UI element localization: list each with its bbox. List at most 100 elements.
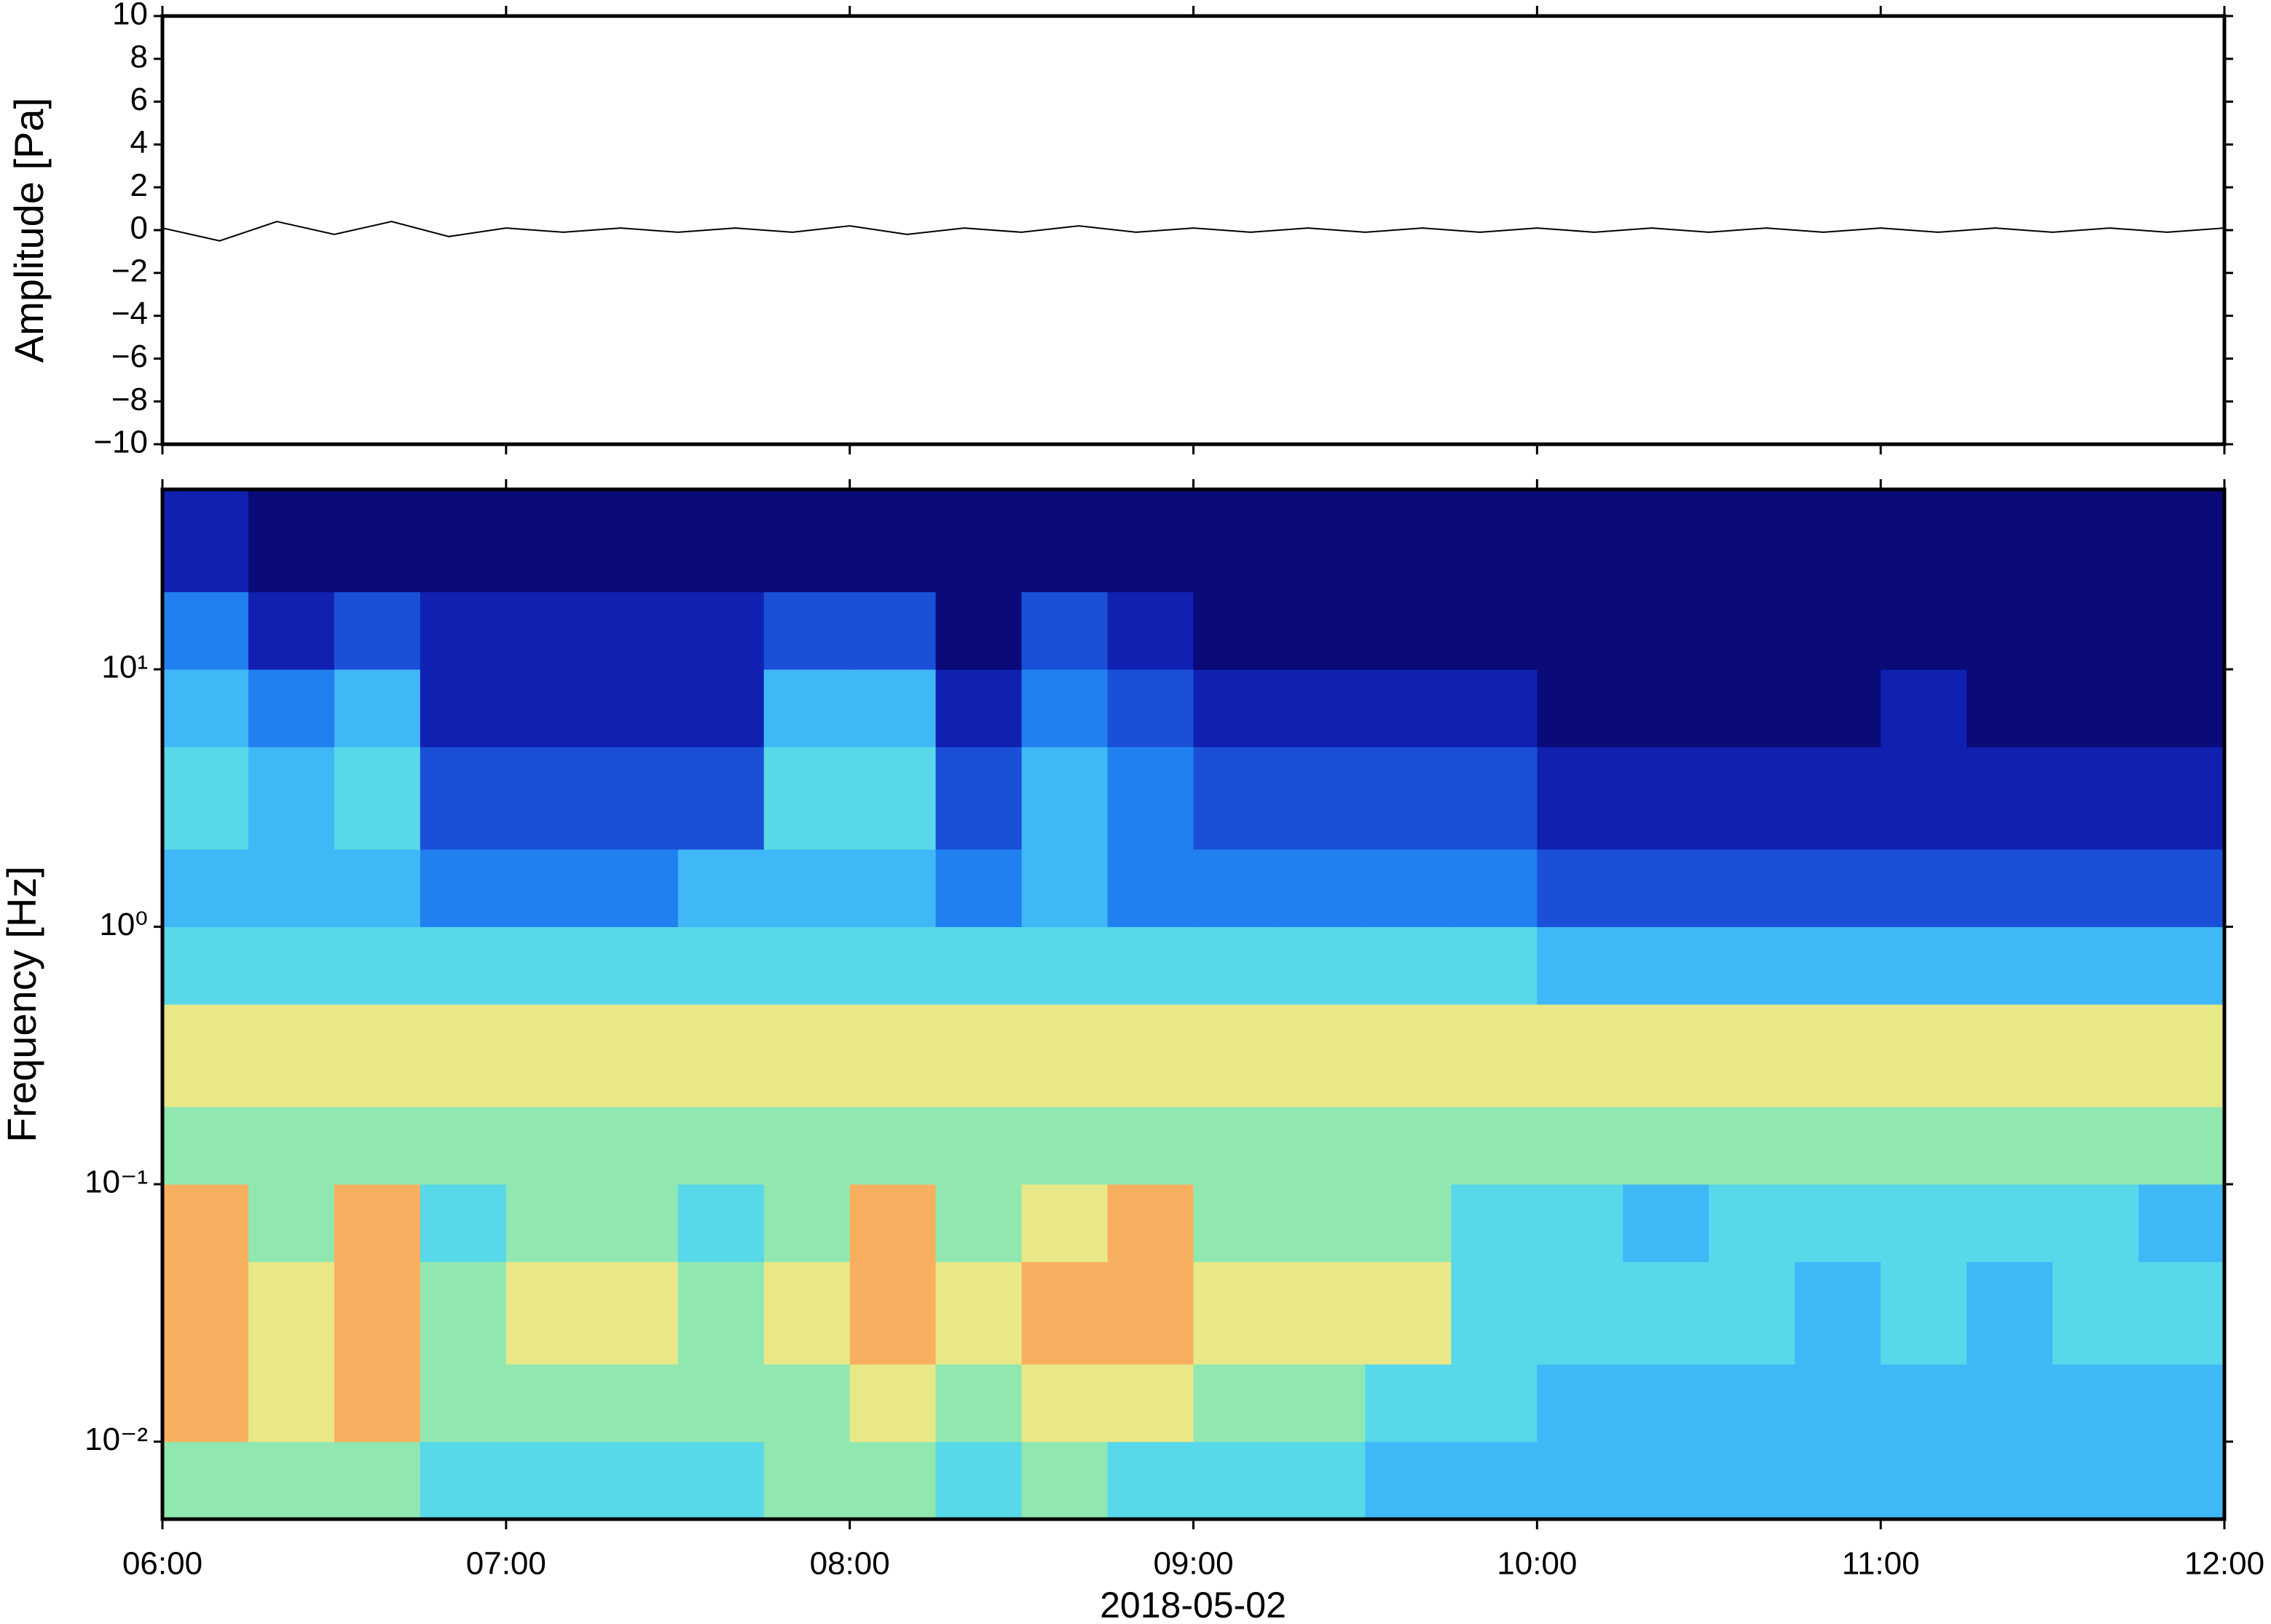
heat-cell	[1537, 1261, 1623, 1365]
heat-cell	[162, 1184, 249, 1262]
heat-cell	[334, 1184, 421, 1262]
heat-cell	[1451, 669, 1538, 747]
x-tick-label: 06:00	[122, 1546, 202, 1582]
heat-cell	[1365, 849, 1452, 928]
y-tick-label: −2	[111, 253, 148, 288]
heat-cell	[1623, 1261, 1709, 1365]
heat-cell	[505, 746, 593, 850]
heat-cell	[1623, 746, 1709, 850]
heat-cell	[1451, 849, 1538, 928]
heat-cell	[1451, 1004, 1538, 1108]
heat-cell	[849, 1364, 937, 1443]
y-tick-label: 8	[130, 39, 148, 74]
heat-cell	[334, 489, 421, 593]
heat-cell	[2138, 1106, 2225, 1185]
heat-cell	[1107, 591, 1194, 670]
x-axis-title: 2018-05-02	[1100, 1585, 1286, 1624]
heat-cell	[2138, 489, 2225, 593]
heat-cell	[1795, 1004, 1881, 1108]
heat-cell	[1365, 1106, 1452, 1185]
heat-cell	[2052, 489, 2139, 593]
y-tick-label: −10	[93, 425, 148, 460]
heat-cell	[1537, 489, 1623, 593]
heat-cell	[2138, 746, 2225, 850]
heat-cell	[1709, 591, 1795, 670]
heat-cell	[935, 1364, 1023, 1443]
heat-cell	[1107, 489, 1194, 593]
heat-cell	[505, 1184, 593, 1262]
heat-cell	[1881, 489, 1967, 593]
heat-cell	[420, 669, 507, 747]
heat-cell	[1709, 849, 1795, 928]
heat-cell	[677, 926, 765, 1005]
heat-cell	[591, 746, 679, 850]
heat-cell	[1451, 489, 1538, 593]
heat-cell	[1881, 746, 1967, 850]
heat-cell	[763, 849, 851, 928]
heat-cell	[1881, 1261, 1967, 1365]
heat-cell	[1709, 1261, 1795, 1365]
heat-cell	[334, 1364, 421, 1443]
heat-cell	[2138, 926, 2225, 1005]
heat-cell	[849, 591, 937, 670]
y-tick-label: −4	[111, 296, 148, 331]
heat-cell	[1881, 1106, 1967, 1185]
heat-cell	[1537, 669, 1623, 747]
heat-cell	[1967, 489, 2053, 593]
heat-cell	[591, 1441, 679, 1520]
heat-cell	[2052, 1441, 2139, 1520]
heat-cell	[1623, 849, 1709, 928]
heat-cell	[1021, 849, 1109, 928]
heat-cell	[248, 849, 335, 928]
heat-cell	[505, 849, 593, 928]
heat-cell	[849, 746, 937, 850]
heat-cell	[591, 1364, 679, 1443]
heat-cell	[1279, 1106, 1366, 1185]
heat-cell	[935, 746, 1023, 850]
heat-cell	[1021, 489, 1109, 593]
heat-cell	[1451, 591, 1538, 670]
heat-cell	[1021, 1364, 1109, 1443]
heat-cell	[505, 669, 593, 747]
heat-cell	[248, 1261, 335, 1365]
heat-cell	[591, 489, 679, 593]
heat-cell	[1709, 746, 1795, 850]
heat-cell	[1623, 1106, 1709, 1185]
heat-cell	[1537, 1441, 1623, 1520]
heat-cell	[505, 1364, 593, 1443]
heat-cell	[849, 1184, 937, 1262]
heat-cell	[591, 1004, 679, 1108]
heat-cell	[849, 1261, 937, 1365]
heat-cell	[591, 849, 679, 928]
y-axis-title: Frequency [Hz]	[0, 866, 44, 1143]
y-tick-label: 10⁻¹	[84, 1164, 148, 1200]
heat-cell	[334, 849, 421, 928]
heat-cell	[1021, 1184, 1109, 1262]
heat-cell	[1623, 926, 1709, 1005]
y-tick-label: 10¹	[101, 650, 148, 685]
heat-cell	[2138, 1261, 2225, 1365]
heat-cell	[2052, 1184, 2139, 1262]
heat-cell	[677, 849, 765, 928]
heat-cell	[1709, 489, 1795, 593]
heat-cell	[248, 591, 335, 670]
heat-cell	[1795, 669, 1881, 747]
heat-cell	[1021, 1106, 1109, 1185]
waveform	[162, 221, 2225, 242]
heat-cell	[1881, 591, 1967, 670]
heat-cell	[1881, 669, 1967, 747]
heat-cell	[1537, 1184, 1623, 1262]
heat-cell	[1967, 591, 2053, 670]
heat-cell	[849, 849, 937, 928]
heat-cell	[1795, 1441, 1881, 1520]
heat-cell	[1021, 669, 1109, 747]
heat-cell	[1881, 1364, 1967, 1443]
heat-cell	[162, 489, 249, 593]
heat-cell	[1107, 926, 1194, 1005]
heat-cell	[1537, 1364, 1623, 1443]
heat-cell	[1279, 1441, 1366, 1520]
heat-cell	[763, 1004, 851, 1108]
heat-cell	[420, 1106, 507, 1185]
heat-cell	[505, 926, 593, 1005]
